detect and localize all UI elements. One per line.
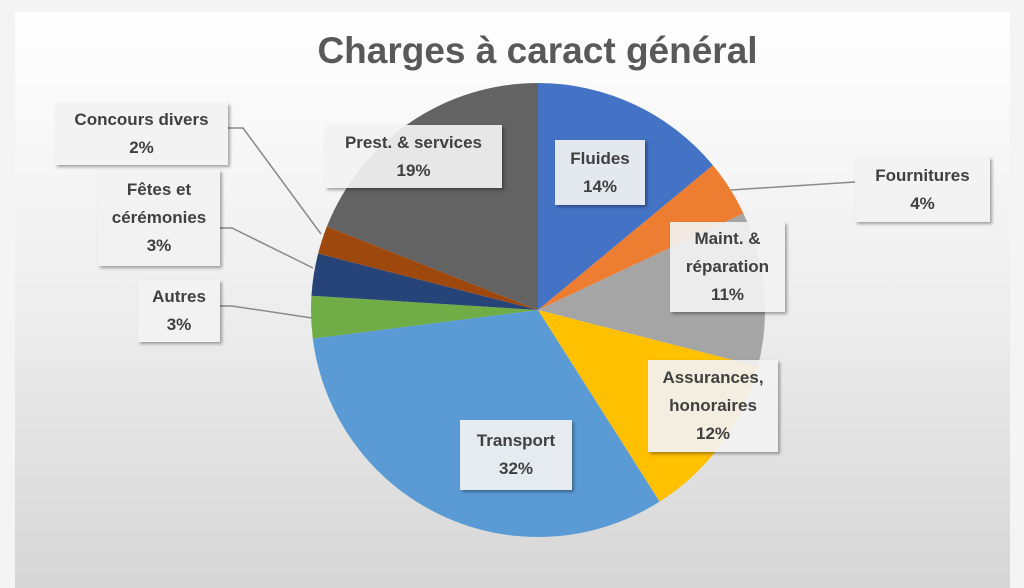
label-category: Fêtes et cérémonies bbox=[111, 180, 207, 227]
data-label: Assurances, honoraires 12% bbox=[648, 360, 778, 452]
label-value: 32% bbox=[498, 459, 534, 478]
pie-slice bbox=[311, 253, 538, 310]
label-value: 19% bbox=[396, 160, 431, 180]
label-value: 11% bbox=[710, 285, 745, 304]
leader-line bbox=[220, 305, 313, 319]
pie bbox=[311, 83, 765, 537]
label-category: Autres bbox=[152, 287, 206, 306]
chart-title: Charges à caract général bbox=[317, 30, 758, 71]
data-label: Fêtes et cérémonies 3% bbox=[98, 170, 220, 266]
data-label: Transport 32% bbox=[460, 420, 572, 490]
label-value: 12% bbox=[695, 424, 731, 443]
data-label: Concours divers 2% bbox=[55, 103, 228, 165]
pie-slice bbox=[538, 165, 744, 310]
label-category: Fournitures bbox=[875, 165, 970, 185]
label-category: Maint. & réparation bbox=[685, 229, 770, 276]
label-value: 3% bbox=[146, 236, 172, 255]
leader-line bbox=[220, 227, 314, 269]
label-value: 4% bbox=[910, 193, 935, 213]
pie-slice bbox=[311, 295, 538, 339]
data-label: Prest. & services 19% bbox=[325, 125, 502, 188]
label-category: Transport bbox=[476, 431, 556, 450]
label-category: Fluides bbox=[570, 148, 630, 168]
leader-line bbox=[228, 127, 322, 235]
data-label: Autres 3% bbox=[138, 280, 220, 342]
data-label: Fournitures 4% bbox=[855, 157, 990, 222]
label-category: Concours divers bbox=[74, 110, 209, 129]
leader-line bbox=[730, 181, 856, 191]
label-value: 14% bbox=[582, 176, 618, 196]
label-category: Prest. & services bbox=[344, 132, 483, 152]
pie-slice bbox=[538, 310, 758, 502]
pie-slice bbox=[318, 226, 538, 310]
label-value: 2% bbox=[129, 138, 154, 157]
data-label: Fluides 14% bbox=[555, 140, 645, 205]
label-value: 3% bbox=[166, 315, 192, 334]
label-category: Assurances, honoraires bbox=[662, 368, 764, 415]
data-label: Maint. & réparation 11% bbox=[670, 222, 785, 312]
